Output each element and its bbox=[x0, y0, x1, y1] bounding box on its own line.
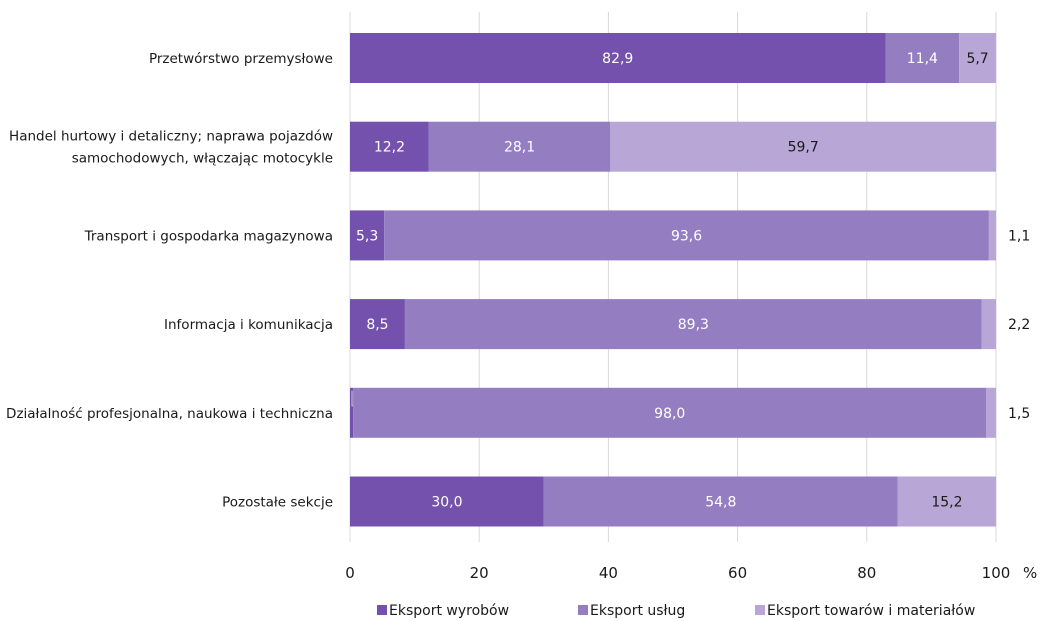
data-label: 82,9 bbox=[602, 51, 633, 67]
category-label: Przetwórstwo przemysłowe bbox=[149, 51, 333, 67]
data-label: 98,0 bbox=[654, 406, 685, 422]
bars: 82,9 11,4 5,7 12,2 28,1 59,7 5,3 93,6 1,1 8,5 89,3… bbox=[350, 33, 1030, 527]
bar-segment bbox=[350, 210, 385, 261]
x-tick-label: 20 bbox=[470, 564, 489, 582]
legend-label: Eksport towarów i materiałów bbox=[767, 603, 975, 619]
data-label: 15,2 bbox=[931, 495, 962, 511]
data-label: 5,3 bbox=[356, 228, 378, 244]
data-label: 59,7 bbox=[788, 140, 819, 156]
bar-segment bbox=[350, 33, 886, 83]
data-label: 11,4 bbox=[907, 51, 938, 67]
bar-segment bbox=[350, 299, 405, 350]
legend-label: Eksport usług bbox=[590, 603, 685, 619]
bar-segment bbox=[885, 33, 960, 83]
bar-segment bbox=[959, 33, 996, 83]
data-label: 89,3 bbox=[678, 317, 709, 333]
bar-segment bbox=[428, 121, 611, 172]
bar-segment bbox=[610, 121, 996, 172]
x-tick-label: 80 bbox=[857, 564, 876, 582]
legend-swatch bbox=[377, 605, 387, 615]
data-label: 28,1 bbox=[504, 140, 535, 156]
data-label: 5,7 bbox=[966, 51, 988, 67]
category-label: Informacja i komunikacja bbox=[164, 317, 333, 333]
data-label: 30,0 bbox=[431, 495, 462, 511]
gridlines bbox=[349, 12, 997, 542]
data-label: 1,5 bbox=[1008, 406, 1030, 422]
data-label: 8,5 bbox=[366, 317, 388, 333]
bar-segment bbox=[543, 476, 898, 527]
data-label: 93,6 bbox=[671, 228, 702, 244]
legend-swatch bbox=[578, 605, 588, 615]
bar-segment bbox=[988, 210, 996, 261]
bar-segment bbox=[350, 476, 544, 527]
category-label: Handel hurtowy i detaliczny; naprawa poj… bbox=[9, 129, 333, 145]
bar-segment bbox=[404, 299, 982, 350]
x-tick-label: 100 bbox=[982, 564, 1011, 582]
bar-segment bbox=[897, 476, 996, 527]
data-label: 2,2 bbox=[1008, 317, 1030, 333]
x-tick-label: 40 bbox=[599, 564, 618, 582]
bar-segment bbox=[981, 299, 996, 350]
legend-label: Eksport wyrobów bbox=[389, 603, 509, 619]
category-label: Działalność profesjonalna, naukowa i tec… bbox=[6, 406, 333, 422]
data-label: 12,2 bbox=[374, 140, 405, 156]
legend-swatch bbox=[755, 605, 765, 615]
x-axis-ticks: 0 20 40 60 80 100 bbox=[345, 564, 1010, 582]
x-tick-label: 60 bbox=[728, 564, 747, 582]
data-label: 1,1 bbox=[1008, 228, 1030, 244]
category-labels: Przetwórstwo przemysłowe Handel hurtowy i… bbox=[6, 51, 333, 511]
category-label: Pozostałe sekcje bbox=[222, 495, 333, 511]
bar-segment bbox=[350, 121, 429, 172]
legend: Eksport wyrobów Eksport usług Eksport towa… bbox=[377, 603, 975, 619]
x-axis-unit: % bbox=[1023, 564, 1037, 582]
bar-segment bbox=[350, 387, 354, 438]
x-tick-label: 0 bbox=[345, 564, 355, 582]
category-label: Transport i gospodarka magazynowa bbox=[84, 228, 333, 244]
bar-segment bbox=[986, 387, 996, 438]
bar-segment bbox=[384, 210, 989, 261]
bar-segment bbox=[353, 387, 987, 438]
category-label: samochodowych, włączając motocykle bbox=[72, 151, 333, 167]
data-label: 54,8 bbox=[705, 495, 736, 511]
